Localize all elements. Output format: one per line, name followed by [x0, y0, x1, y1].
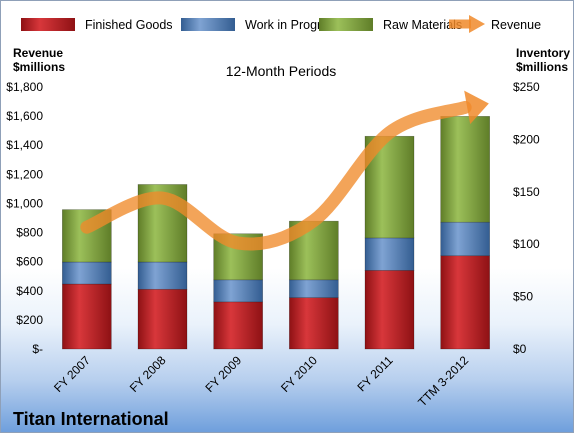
chart-subtitle: 12-Month Periods: [226, 63, 337, 79]
bar-finished-goods: [289, 298, 338, 349]
bar-raw-materials: [441, 116, 490, 222]
right-tick-label: $250: [513, 80, 540, 94]
x-tick-label: FY 2011: [354, 353, 395, 394]
right-axis: $0 $50 $100 $150 $200 $250: [513, 80, 540, 356]
bar-finished-goods: [62, 284, 111, 349]
bars: [62, 116, 489, 349]
x-tick-label: FY 2007: [51, 353, 93, 395]
left-tick-label: $600: [16, 255, 43, 269]
right-tick-label: $200: [513, 132, 540, 146]
right-axis-title: Inventory$millions: [516, 46, 570, 74]
bar-work-in-progress: [365, 238, 414, 270]
right-tick-label: $150: [513, 185, 540, 199]
left-tick-label: $200: [16, 313, 43, 327]
left-tick-label: $800: [16, 226, 43, 240]
x-tick-label: FY 2009: [202, 353, 244, 395]
left-tick-label: $400: [16, 284, 43, 298]
bar-finished-goods: [214, 302, 263, 349]
legend-label-finished-goods: Finished Goods: [85, 18, 173, 32]
chart-title: Titan International: [13, 409, 169, 429]
legend-swatch-finished-goods: [21, 18, 75, 31]
x-tick-label: TTM 3-2012: [415, 353, 471, 409]
right-tick-label: $100: [513, 237, 540, 251]
left-axis-title: Revenue$millions: [13, 46, 65, 74]
x-axis: FY 2007 FY 2008 FY 2009 FY 2010 FY 2011 TTM 3…: [51, 353, 471, 409]
x-tick-label: FY 2010: [278, 353, 320, 395]
bar-work-in-progress: [214, 280, 263, 302]
right-tick-label: $0: [513, 342, 527, 356]
bar-work-in-progress: [289, 280, 338, 298]
left-tick-label: $-: [32, 342, 43, 356]
bar-finished-goods: [441, 256, 490, 349]
left-tick-label: $1,400: [6, 138, 43, 152]
legend-swatch-raw-materials: [319, 18, 373, 31]
left-tick-label: $1,000: [6, 196, 43, 210]
x-tick-label: FY 2008: [127, 353, 169, 395]
bar-finished-goods: [365, 270, 414, 349]
bar-work-in-progress: [138, 262, 187, 289]
left-tick-label: $1,200: [6, 167, 43, 181]
left-tick-label: $1,600: [6, 109, 43, 123]
bar-work-in-progress: [62, 262, 111, 284]
left-tick-label: $1,800: [6, 80, 43, 94]
legend-swatch-work-in-progress: [181, 18, 235, 31]
right-tick-label: $50: [513, 290, 533, 304]
bar-finished-goods: [138, 289, 187, 349]
left-axis: $- $200 $400 $600 $800 $1,000 $1,200 $1,400 $1,6…: [6, 80, 43, 356]
legend: Finished Goods Work in Progress Raw Mate…: [21, 15, 541, 33]
legend-label-revenue: Revenue: [491, 18, 541, 32]
bar-work-in-progress: [441, 222, 490, 256]
